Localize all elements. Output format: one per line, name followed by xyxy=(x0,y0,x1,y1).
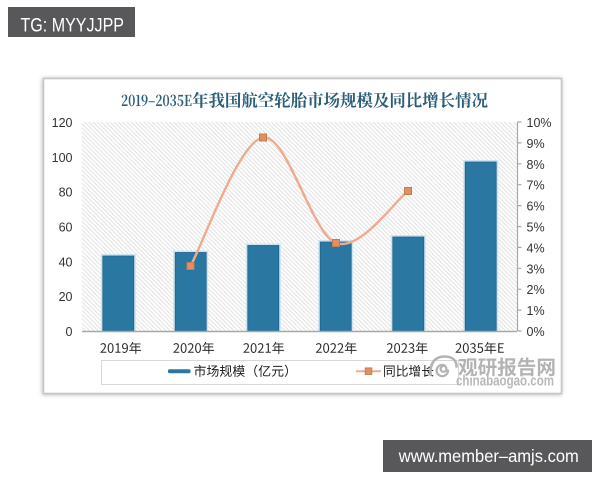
svg-text:0: 0 xyxy=(66,325,73,339)
svg-text:10%: 10% xyxy=(527,116,552,130)
svg-text:www.member–amjs.com: www.member–amjs.com xyxy=(398,446,579,466)
svg-text:1%: 1% xyxy=(527,304,545,318)
svg-text:6%: 6% xyxy=(527,200,545,214)
svg-text:3%: 3% xyxy=(527,262,545,276)
svg-text:40: 40 xyxy=(59,255,73,269)
svg-text:2%: 2% xyxy=(527,283,545,297)
svg-text:0%: 0% xyxy=(527,325,545,339)
svg-text:9%: 9% xyxy=(527,137,545,151)
svg-text:chinabaogao.com: chinabaogao.com xyxy=(456,373,554,390)
svg-text:60: 60 xyxy=(59,221,73,235)
svg-text:TG: MYYJJPP: TG: MYYJJPP xyxy=(21,16,125,37)
svg-text:4%: 4% xyxy=(527,241,545,255)
svg-text:120: 120 xyxy=(52,116,73,130)
svg-text:20: 20 xyxy=(59,290,73,304)
svg-text:8%: 8% xyxy=(527,158,545,172)
svg-text:80: 80 xyxy=(59,186,73,200)
svg-text:100: 100 xyxy=(52,151,73,165)
svg-text:7%: 7% xyxy=(527,179,545,193)
svg-text:5%: 5% xyxy=(527,221,545,235)
